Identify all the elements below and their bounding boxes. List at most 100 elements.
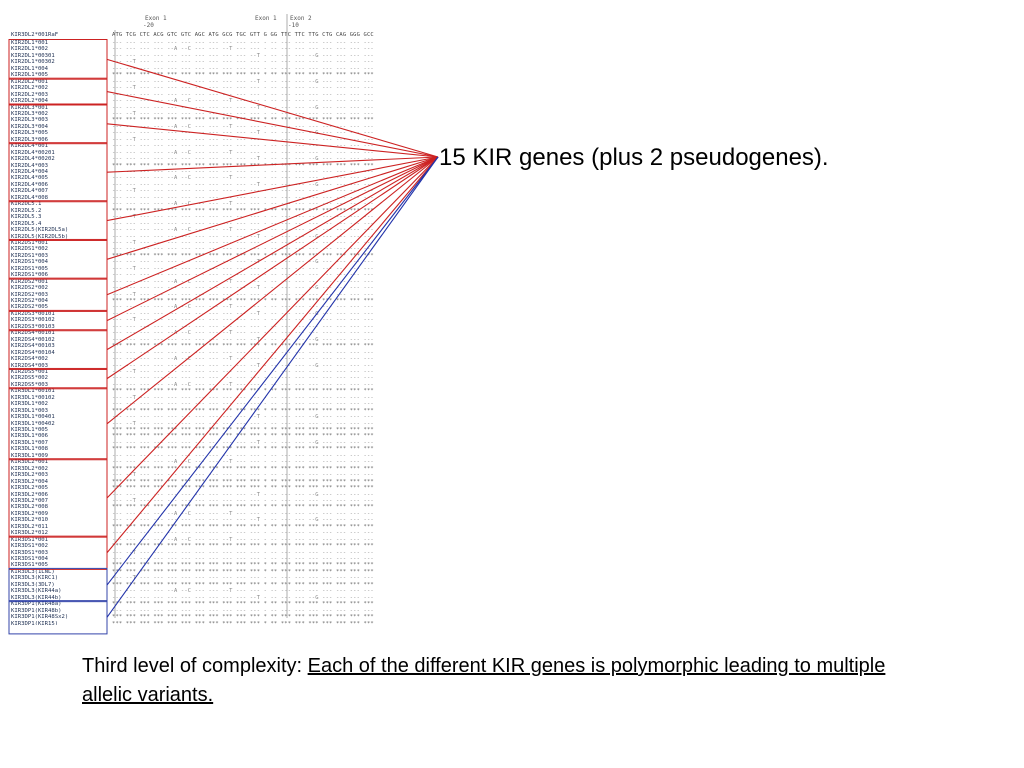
gene-connector xyxy=(106,156,439,499)
sequence-row: --- --- --- --- --- --- --- --- --- --- … xyxy=(112,530,374,537)
sequence-row: *** *** *** *** *** *** *** *** *** *** … xyxy=(112,485,374,492)
pseudogene-connector xyxy=(106,156,439,618)
sequence-row: --- --- --- --- --A --C --- --- --T --- … xyxy=(112,459,374,466)
caption-prefix: Third level of complexity: xyxy=(82,655,308,677)
gene-group-box xyxy=(8,329,108,370)
sequence-row: --- --- --- --- --A --C --- --- --T --- … xyxy=(112,304,374,311)
allele-label: KIR3DL2*008 xyxy=(11,504,49,511)
caption-emphasis: Each of the different KIR genes is polym… xyxy=(82,655,886,706)
allele-label: KIR2DL5.1 xyxy=(11,201,42,208)
sequence-row: --- --T --- --- --- --- --- --- --- --- … xyxy=(112,265,374,272)
sequence-row: --- --- --- --- --A --C --- --- --T --- … xyxy=(112,588,374,595)
gene-group-box xyxy=(8,200,108,241)
sequence-row: --- --T --- --- --- --- --- --- --- --- … xyxy=(112,59,374,66)
allele-label: KIR3DL1*00101 xyxy=(11,388,55,395)
gene-group-box xyxy=(8,238,108,280)
allele-label: KIR3DL2*003 xyxy=(11,472,49,479)
sequence-row: --- --T --- --- --- --- --- --- --- --- … xyxy=(112,85,374,92)
allele-label: KIR2DL4*00202 xyxy=(11,156,55,163)
sequence-row: *** *** *** *** *** *** *** *** *** *** … xyxy=(112,407,374,414)
allele-label: KIR3DS1*005 xyxy=(11,562,49,569)
sequence-row: --- --- --- --- --A --C --- --- --T --- … xyxy=(112,98,374,105)
sequence-row: --- --- --- --- --- --- --- --- --- --- … xyxy=(112,607,374,614)
allele-label: KIR3DL2*004 xyxy=(11,478,49,485)
gene-group-box xyxy=(8,309,108,332)
allele-label: KIR3DL2*006 xyxy=(11,491,49,498)
allele-label: KIR3DL1*002 xyxy=(11,401,49,408)
sequence-row: --- --T --- --- --- --- --- --- --- --- … xyxy=(112,291,374,298)
sequence-row: --- --- --- --- --- --- --- --- --- --- … xyxy=(112,78,374,85)
sequence-row: --- --- --- --- --- --- --- --- --- --- … xyxy=(112,65,374,72)
allele-label: KIR3DS1*003 xyxy=(11,549,49,556)
gene-connector xyxy=(106,156,439,222)
allele-label: KIR3DL1*006 xyxy=(11,433,49,440)
sequence-row: --- --- --- --- --- --- --- --- --- --- … xyxy=(112,362,374,369)
gene-connector xyxy=(106,156,439,173)
sequence-row: --- --- --- --- --A --C --- --- --T --- … xyxy=(112,175,374,182)
gene-group-box xyxy=(8,277,108,312)
allele-label: KIR3DS1*001 xyxy=(11,536,49,543)
sequence-row: *** *** *** *** *** *** *** *** *** *** … xyxy=(112,478,374,485)
allele-label: KIR2DL3*004 xyxy=(11,123,49,130)
allele-label: KIR2DS1*001 xyxy=(11,239,49,246)
allele-label: KIR3DL1*00402 xyxy=(11,420,55,427)
gene-connector xyxy=(106,91,439,158)
sequence-row: *** *** *** *** *** *** *** *** *** *** … xyxy=(112,601,374,608)
sequence-row: --- --- --- --- --- --- --- --- --- --- … xyxy=(112,220,374,227)
sequence-row: --- --- --- --- --A --C --- --- --T --- … xyxy=(112,381,374,388)
gene-group-box xyxy=(8,458,108,538)
gene-connector xyxy=(106,156,439,554)
allele-label: KIR3DL2*011 xyxy=(11,523,49,530)
allele-label: KIR2DS2*005 xyxy=(11,304,49,311)
sequence-row: --- --- --- --- --- --- --- --- --- --- … xyxy=(112,452,374,459)
exon-header-offset: -10 xyxy=(288,22,299,29)
gene-group-box xyxy=(8,103,108,145)
gene-group-box xyxy=(8,367,108,390)
allele-label: KIR2DL3*003 xyxy=(11,117,49,124)
sequence-row: --- --- --- --- --A --C --- --- --T --- … xyxy=(112,201,374,208)
allele-label: KIR2DS5*002 xyxy=(11,375,49,382)
sequence-row: --- --- --- --- --- --- --- --- --- --- … xyxy=(112,556,374,562)
sequence-row: --- --- --- --- --- --- --- --- --- --- … xyxy=(112,401,374,408)
allele-label: KIR2DS4*002 xyxy=(11,356,49,363)
allele-label: KIR2DS2*002 xyxy=(11,285,49,292)
sequence-row: *** *** *** *** *** *** *** *** *** *** … xyxy=(112,298,374,304)
gene-group-box xyxy=(8,39,108,80)
allele-label: KIR3DL1*007 xyxy=(11,439,49,446)
exon-header: Exon 1 xyxy=(145,15,167,22)
allele-alignment-panel: Exon 1 -20 Exon 1 Exon 2 -10 ATG TCG CTC AC… xyxy=(0,0,420,625)
allele-label: KIR2DL4*008 xyxy=(11,194,49,201)
sequence-row: --- --- --- --- --- --- --- --- --- --- … xyxy=(112,181,374,188)
sequence-row: --- --- --- --- --- --- --- --- --- --- … xyxy=(112,143,374,150)
allele-label: KIR3DP1(KIR48Sx2) xyxy=(11,614,69,621)
sequence-row: --- --- --- --- --A --C --- --- --T --- … xyxy=(112,149,374,156)
allele-label: KIR3DL2*010 xyxy=(11,517,49,524)
sequence-row: --- --T --- --- --- --- --- --- --- --- … xyxy=(112,497,374,504)
allele-label: KIR3DP1(KIR48a) xyxy=(11,601,62,608)
sequence-row: *** *** *** *** *** *** *** *** *** *** … xyxy=(112,543,374,550)
sequence-row: --- --- --- --- --- --- --- --- --- --- … xyxy=(112,323,374,330)
allele-label: KIR2DL2*001 xyxy=(11,78,49,85)
allele-label: KIR2DL1*002 xyxy=(11,46,49,53)
sequence-row: --- --T --- --- --- --- --- --- --- --- … xyxy=(112,110,374,117)
sequence-row: --- --- --- --- --- --- --- --- --- --- … xyxy=(112,414,374,421)
sequence-row: *** *** *** *** *** *** *** *** *** *** … xyxy=(112,343,374,350)
sequence-row: --- --- --- --- --- --- --- --- --- --- … xyxy=(112,259,374,266)
allele-label: KIR3DL2*012 xyxy=(11,530,49,537)
sequence-row: --- --- --- --- --A --C --- --- --T --- … xyxy=(112,356,374,363)
gene-connector xyxy=(106,58,439,158)
sequence-row: --- --T --- --- --- --- --- --- --- --- … xyxy=(112,575,374,582)
sequence-row: *** *** *** *** *** *** *** *** *** *** … xyxy=(112,427,374,433)
sequence-row: --- --- --- --- --- --- --- --- --- --- … xyxy=(112,40,374,46)
sequence-row: --- --- --- --- --- --- --- --- --- --- … xyxy=(112,491,374,498)
allele-label: KIR2DL3*001 xyxy=(11,104,49,111)
sequence-row: --- --T --- --- --- --- --- --- --- --- … xyxy=(112,549,374,556)
allele-label: KIR2DL4*005 xyxy=(11,175,49,182)
gene-group-box xyxy=(8,142,108,203)
gene-connector xyxy=(106,156,439,351)
gene-group-box xyxy=(8,387,108,461)
sequence-row: *** *** *** *** *** *** *** *** *** *** … xyxy=(112,72,374,79)
sequence-row: *** *** *** *** *** *** *** *** *** *** … xyxy=(112,568,374,575)
sequence-row: *** *** *** *** *** *** *** *** *** *** … xyxy=(112,523,374,530)
